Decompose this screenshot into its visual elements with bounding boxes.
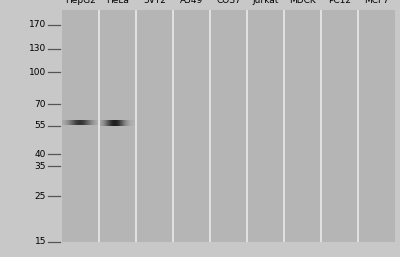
Bar — [211, 10, 246, 242]
Text: 100: 100 — [29, 68, 46, 77]
Text: 170: 170 — [29, 20, 46, 29]
Bar — [62, 10, 98, 242]
Text: 25: 25 — [35, 192, 46, 201]
Bar — [322, 10, 357, 242]
Bar — [172, 10, 174, 242]
Bar — [100, 10, 135, 242]
Bar — [246, 10, 248, 242]
Text: Jurkat: Jurkat — [252, 0, 279, 5]
Text: 130: 130 — [29, 44, 46, 53]
Text: 70: 70 — [34, 99, 46, 108]
Bar — [62, 10, 395, 242]
Text: COS7: COS7 — [216, 0, 241, 5]
Text: 35: 35 — [34, 162, 46, 171]
Bar — [248, 10, 283, 242]
Text: 15: 15 — [34, 237, 46, 246]
Bar — [174, 10, 209, 242]
Bar — [283, 10, 285, 242]
Text: A549: A549 — [180, 0, 203, 5]
Bar — [137, 10, 172, 242]
Bar — [320, 10, 322, 242]
Text: 55: 55 — [34, 121, 46, 130]
Text: PC12: PC12 — [328, 0, 351, 5]
Bar — [209, 10, 211, 242]
Bar — [357, 10, 359, 242]
Text: HeLa: HeLa — [106, 0, 129, 5]
Text: MDCK: MDCK — [289, 0, 316, 5]
Text: 5VT2: 5VT2 — [143, 0, 166, 5]
Text: HepG2: HepG2 — [65, 0, 96, 5]
Text: MCF7: MCF7 — [364, 0, 389, 5]
Bar — [98, 10, 100, 242]
Bar — [285, 10, 320, 242]
Bar — [359, 10, 395, 242]
Text: 40: 40 — [35, 150, 46, 159]
Bar — [135, 10, 137, 242]
